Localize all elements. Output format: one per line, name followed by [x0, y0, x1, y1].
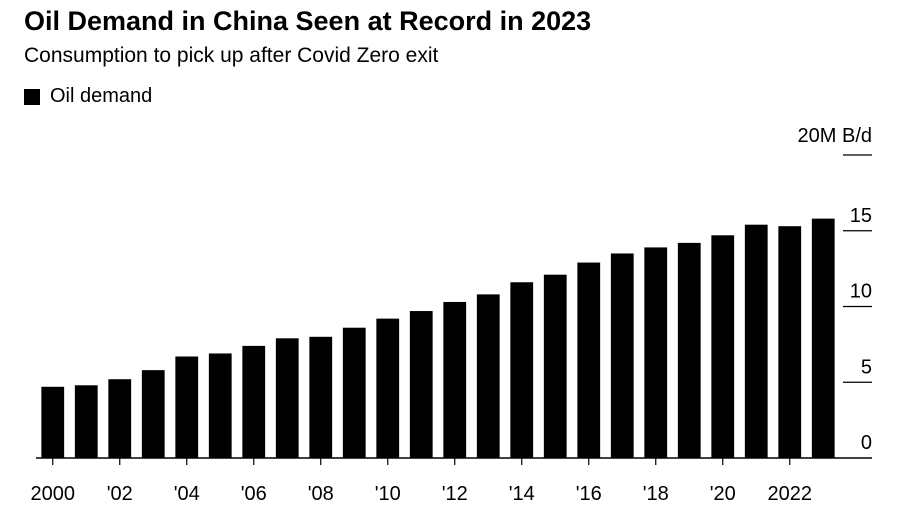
bar-2018: [644, 247, 668, 458]
bar-2011: [409, 311, 433, 458]
legend-swatch: [24, 88, 40, 105]
bar-2022: [778, 226, 802, 458]
bar-2008: [309, 336, 333, 458]
x-tick-label: 2022: [768, 483, 813, 505]
x-tick-label: 2000: [31, 483, 76, 505]
bar-2023: [811, 218, 835, 458]
y-tick-label: 5: [861, 356, 872, 378]
bar-2017: [610, 253, 634, 458]
x-tick-label: '20: [710, 483, 736, 505]
bar-2007: [275, 338, 299, 458]
x-axis: 2000 '02 '04 '06 '08 '10 '12 '14 '16 '18 '20 2022: [31, 458, 813, 505]
x-tick-label: '08: [308, 483, 334, 505]
bar-2006: [242, 345, 266, 458]
y-axis: 0 5 10 15: [843, 154, 872, 454]
bar-2003: [141, 370, 165, 458]
bars: [41, 218, 835, 458]
y-tick-label: 10: [850, 281, 872, 303]
bar-2005: [208, 353, 232, 458]
bar-2013: [476, 294, 500, 458]
x-tick-label: '06: [241, 483, 267, 505]
bar-2020: [711, 235, 735, 458]
x-tick-label: '18: [643, 483, 669, 505]
bar-2014: [510, 282, 534, 458]
y-unit-label: 20M B/d: [798, 125, 872, 147]
bar-2000: [41, 386, 65, 458]
y-tick-label: 15: [850, 205, 872, 227]
x-tick-label: '12: [442, 483, 468, 505]
bar-2012: [443, 301, 467, 458]
bar-2002: [108, 379, 132, 458]
bar-2009: [342, 327, 366, 458]
x-tick-label: '16: [576, 483, 602, 505]
bar-2010: [376, 318, 400, 458]
bar-2019: [677, 242, 701, 458]
x-tick-label: '04: [174, 483, 200, 505]
x-tick-label: '10: [375, 483, 401, 505]
x-tick-label: '02: [107, 483, 133, 505]
legend: Oil demand: [24, 85, 152, 108]
bar-2004: [175, 356, 199, 458]
bar-2001: [74, 385, 98, 458]
chart-title: Oil Demand in China Seen at Record in 20…: [24, 6, 592, 36]
y-tick-label: 0: [861, 432, 872, 454]
bar-2015: [543, 274, 567, 458]
x-tick-label: '14: [509, 483, 535, 505]
bar-2016: [577, 262, 601, 458]
legend-label: Oil demand: [50, 85, 153, 107]
chart-subtitle: Consumption to pick up after Covid Zero …: [24, 44, 439, 67]
bar-2021: [744, 224, 768, 458]
